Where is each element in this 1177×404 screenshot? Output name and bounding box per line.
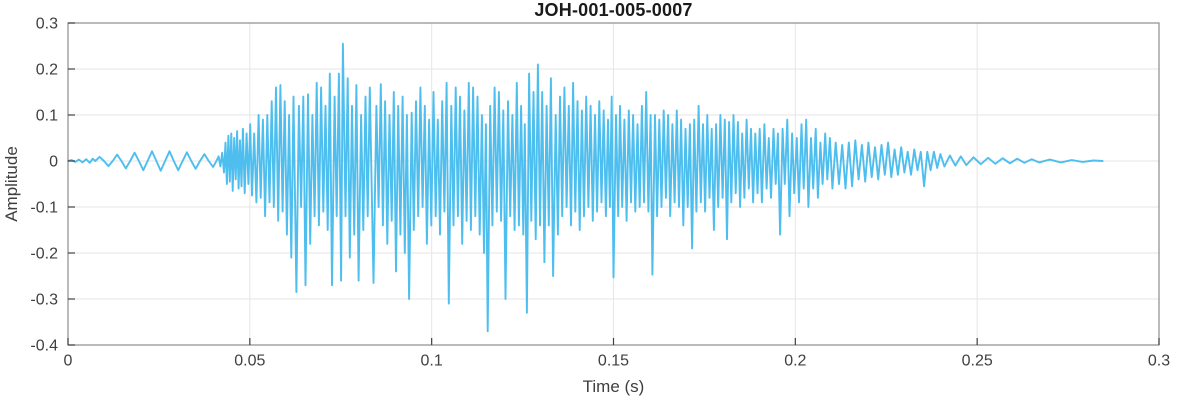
x-tick-label: 0.25	[962, 352, 993, 369]
x-tick-label: 0.3	[1148, 352, 1170, 369]
waveform-line	[67, 42, 1104, 333]
y-tick-label: -0.4	[30, 338, 58, 355]
x-axis-label: Time (s)	[582, 377, 645, 396]
y-tick-label: -0.3	[30, 292, 58, 309]
x-tick-label: 0.1	[421, 352, 443, 369]
tick-marks	[67, 22, 1160, 346]
x-tick-label: 0.2	[784, 352, 806, 369]
x-tick-label: 0.05	[234, 352, 265, 369]
y-tick-label: 0.1	[36, 108, 58, 125]
y-tick-label: -0.1	[30, 200, 58, 217]
x-tick-label: 0	[64, 352, 73, 369]
y-tick-label: 0.3	[36, 16, 58, 33]
y-tick-label: -0.2	[30, 246, 58, 263]
tick-labels: 0 0.05 0.1 0.15 0.2 0.25 0.3 -0.4 -0.3 -0.2 -0.1 0 0…	[30, 16, 1170, 370]
chart-title: JOH-001-005-0007	[534, 0, 693, 20]
x-tick-label: 0.15	[598, 352, 629, 369]
y-tick-label: 0.2	[36, 62, 58, 79]
y-axis-label: Amplitude	[2, 146, 21, 222]
y-tick-label: 0	[49, 154, 58, 171]
